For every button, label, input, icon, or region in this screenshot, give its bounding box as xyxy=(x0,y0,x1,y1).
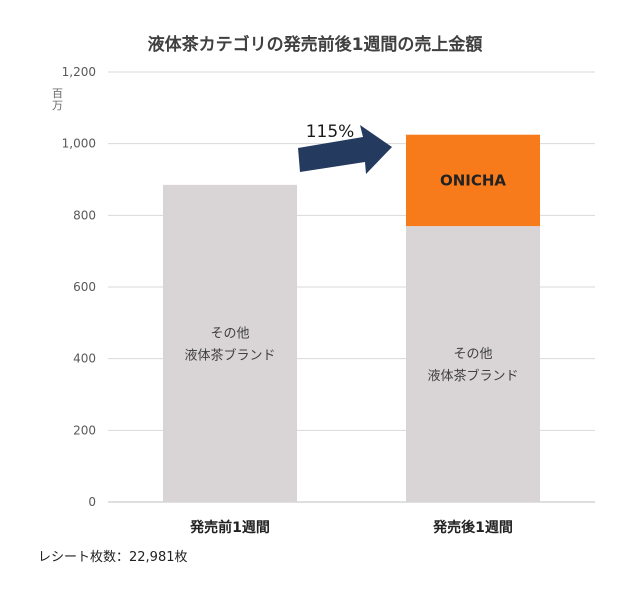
growth-annotation: 115% xyxy=(298,122,392,174)
segment-label: ONICHA xyxy=(440,171,506,189)
segment-label: その他 xyxy=(453,347,492,362)
bar-segment xyxy=(406,134,540,227)
y-tick-label: 400 xyxy=(73,352,96,366)
bar-segment xyxy=(163,184,297,502)
chart-title: 液体茶カテゴリの発売前後1週間の売上金額 xyxy=(147,35,483,55)
receipt-count-note: レシート枚数：22,981枚 xyxy=(38,550,188,565)
y-tick-label: 1,200 xyxy=(62,65,96,79)
y-axis-unit-label: 百万 xyxy=(52,87,63,112)
y-tick-label: 1,000 xyxy=(62,137,96,151)
segment-label: 液体茶ブランド xyxy=(427,368,518,384)
y-tick-labels: 0 200 400 600 800 1,000 1,200 xyxy=(62,65,96,509)
growth-arrow xyxy=(298,125,392,174)
x-tick-labels: 発売前1週間 発売後1週間 xyxy=(189,519,513,536)
growth-annotation-label: 115% xyxy=(306,122,355,142)
x-tick-label: 発売後1週間 xyxy=(432,519,513,536)
bar-segment xyxy=(406,226,540,503)
bars xyxy=(163,134,540,503)
y-tick-label: 0 xyxy=(88,495,96,509)
y-tick-label: 600 xyxy=(73,280,96,294)
segment-label: 液体茶ブランド xyxy=(184,347,275,363)
segment-label: その他 xyxy=(210,326,249,341)
y-tick-label: 200 xyxy=(73,423,96,437)
y-tick-label: 800 xyxy=(73,208,96,222)
x-tick-label: 発売前1週間 xyxy=(189,519,270,536)
